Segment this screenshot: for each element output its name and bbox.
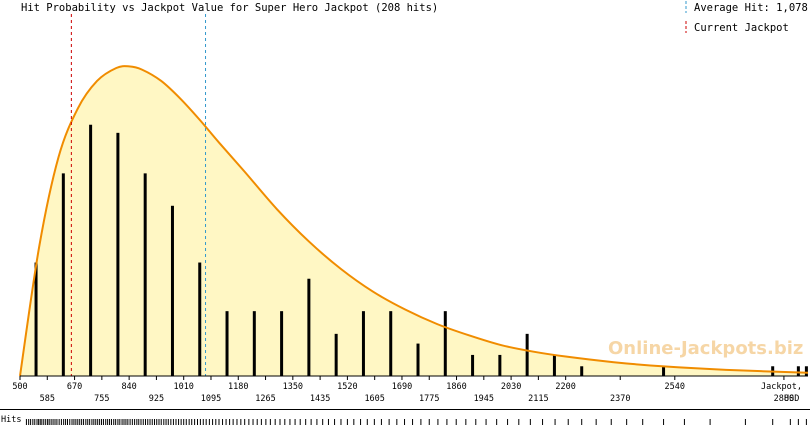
watermark: Online-Jackpots.biz — [608, 338, 803, 359]
bar — [116, 132, 120, 376]
bar — [416, 343, 420, 376]
bar — [143, 173, 147, 376]
x-tick-label: 1945 — [474, 394, 494, 404]
x-tick-label: 500 — [12, 382, 27, 392]
x-tick-label: 755 — [94, 394, 109, 404]
x-tick-label: 1010 — [173, 382, 193, 392]
x-tick-label: 1435 — [310, 394, 330, 404]
bar — [662, 366, 666, 376]
x-tick-label: 2030 — [501, 382, 521, 392]
x-tick-label: 1520 — [337, 382, 357, 392]
chart-title: Hit Probability vs Jackpot Value for Sup… — [21, 2, 438, 14]
x-tick-label: 2540 — [665, 382, 685, 392]
legend: Average Hit: 1,078 Current Jackpot — [685, 1, 808, 34]
bar — [198, 262, 202, 376]
plot-area — [19, 14, 809, 377]
bar — [580, 366, 584, 376]
bar — [307, 278, 311, 376]
bar — [34, 262, 38, 376]
bar — [471, 354, 475, 376]
x-tick-label: 1605 — [364, 394, 384, 404]
x-tick-label: 840 — [121, 382, 136, 392]
bar — [361, 311, 365, 376]
bar — [796, 366, 800, 376]
hits-label: Hits — [1, 415, 21, 425]
x-tick-label: 1265 — [255, 394, 275, 404]
bar — [552, 354, 556, 376]
bar — [170, 205, 174, 376]
x-tick-label: 2200 — [555, 382, 575, 392]
hit-bars — [34, 124, 808, 376]
bar — [389, 311, 393, 376]
x-tick-label: 1350 — [283, 382, 303, 392]
bar — [334, 333, 338, 376]
probability-curve — [19, 65, 809, 377]
legend-current-jackpot: Current Jackpot — [694, 22, 789, 34]
probability-curve-fill — [20, 66, 808, 376]
legend-average-hit: Average Hit: 1,078 — [694, 2, 808, 14]
x-tick-label: 1690 — [392, 382, 412, 392]
x-tick-label: 1095 — [201, 394, 221, 404]
x-axis-ticks: 500 670 840 1010 1180 1350 1520 1690 1860 2030 220… — [12, 376, 794, 404]
x-tick-label: 2370 — [610, 394, 630, 404]
x-tick-label: 2880 — [774, 394, 794, 404]
x-tick-label: 1180 — [228, 382, 248, 392]
bar — [225, 311, 229, 376]
bar — [804, 366, 808, 376]
x-tick-label: 925 — [149, 394, 164, 404]
x-tick-label: 670 — [67, 382, 82, 392]
x-tick-label: 1860 — [446, 382, 466, 392]
bar — [280, 311, 284, 376]
bar — [498, 354, 502, 376]
x-axis-label-line1: Jackpot, — [761, 382, 802, 392]
bar — [525, 333, 529, 376]
x-tick-label: 585 — [40, 394, 55, 404]
x-tick-label: 1775 — [419, 394, 439, 404]
bar — [61, 173, 65, 376]
bar — [89, 124, 93, 376]
hits-rug — [25, 419, 807, 425]
x-axis-label-line2: USD — [784, 394, 799, 404]
bar — [443, 311, 447, 376]
x-tick-label: 2115 — [528, 394, 548, 404]
bar — [252, 311, 256, 376]
